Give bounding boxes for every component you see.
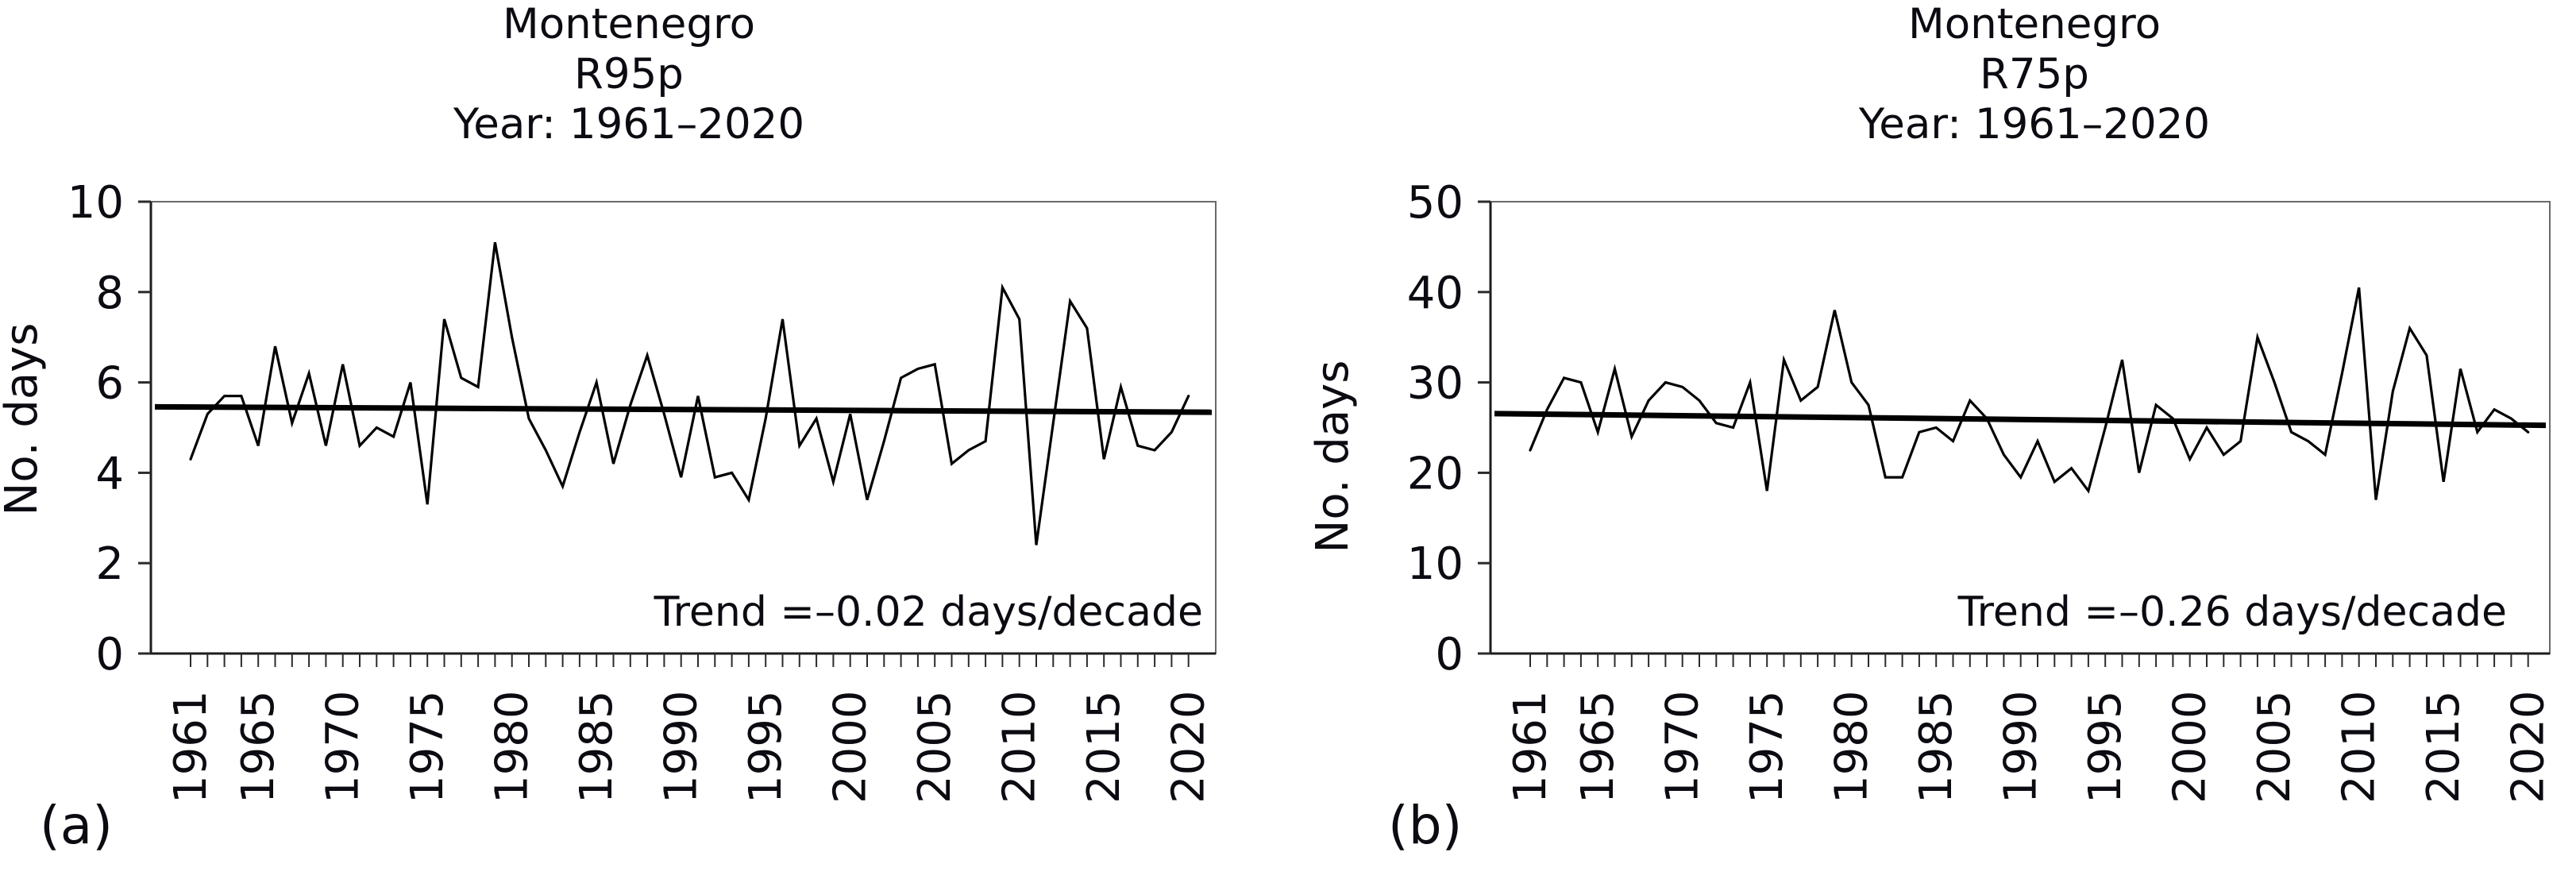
- x-tick-label: 1965: [1572, 690, 1624, 804]
- y-tick-label: 2: [95, 538, 124, 590]
- chart-title-line: Montenegro: [503, 0, 755, 48]
- y-tick-label: 8: [95, 268, 124, 319]
- chart-title-line: R75p: [1980, 50, 2089, 98]
- x-tick-label: 1961: [1505, 690, 1556, 804]
- panel-a: 0 2 4 6 8 10 1961 1965 1970 1975 1980 1985 1990 1995 2…: [0, 0, 1217, 856]
- x-tick-label: 2015: [1078, 690, 1130, 804]
- trend-line: [154, 403, 1213, 415]
- x-tick-label: 2010: [2334, 690, 2385, 804]
- y-tick-label: 4: [95, 448, 124, 499]
- y-tick-label: 20: [1407, 448, 1463, 499]
- trend-annotation: Trend =–0.26 days/decade: [1957, 588, 2507, 636]
- chart-title-line: R95p: [574, 50, 684, 98]
- x-tick-label: 1990: [1996, 690, 2047, 804]
- x-tick-label: 1975: [402, 690, 453, 804]
- y-tick-label: 50: [1407, 177, 1463, 229]
- y-tick-label: 0: [1435, 629, 1463, 681]
- chart-title-line: Montenegro: [1908, 0, 2161, 48]
- x-tick-label: 2005: [2249, 690, 2300, 804]
- x-tick-label: 1985: [1911, 690, 1962, 804]
- x-tick-label: 2010: [994, 690, 1046, 804]
- y-tick-label: 6: [95, 358, 124, 410]
- x-tick-label: 2005: [909, 690, 961, 804]
- y-tick-label: 40: [1407, 268, 1463, 319]
- y-axis-label: No. days: [0, 323, 48, 516]
- trend-annotation: Trend =–0.02 days/decade: [654, 588, 1203, 636]
- data-line: [189, 241, 1190, 546]
- chart-title-line: Year: 1961–2020: [453, 100, 804, 148]
- panel-b: 0 10 20 30 40 50 1961 1965 1970 1975 1980 1985 1990 1…: [1307, 0, 2555, 856]
- y-axis-label: No. days: [1307, 361, 1359, 553]
- x-tick-label: 1961: [165, 690, 217, 804]
- x-tick-label: 1970: [1657, 690, 1709, 804]
- x-tick-label: 1965: [233, 690, 284, 804]
- x-tick-label: 2020: [1163, 690, 1215, 804]
- x-tick-label: 2015: [2418, 690, 2470, 804]
- chart-title-line: Year: 1961–2020: [1858, 100, 2210, 148]
- x-tick-label: 1975: [1741, 690, 1793, 804]
- x-tick-label: 1970: [318, 690, 369, 804]
- y-tick-label: 10: [67, 177, 124, 229]
- y-tick-label: 30: [1407, 358, 1463, 410]
- panel-letter-label: (b): [1388, 795, 1462, 856]
- y-tick-label: 10: [1407, 538, 1463, 590]
- panel-letter-label: (a): [40, 795, 113, 856]
- x-tick-label: 1980: [1826, 690, 1878, 804]
- x-tick-label: 2020: [2503, 690, 2555, 804]
- x-tick-label: 1995: [2080, 690, 2131, 804]
- x-tick-label: 1995: [740, 690, 792, 804]
- plot-area: [1490, 201, 2551, 654]
- y-tick-label: 0: [95, 629, 124, 681]
- x-tick-label: 1980: [487, 690, 538, 804]
- plot-area: [150, 201, 1217, 654]
- x-tick-label: 2000: [825, 690, 877, 804]
- x-tick-label: 1990: [656, 690, 708, 804]
- data-line: [1529, 287, 2530, 500]
- x-tick-label: 1985: [571, 690, 623, 804]
- x-tick-label: 2000: [2165, 690, 2216, 804]
